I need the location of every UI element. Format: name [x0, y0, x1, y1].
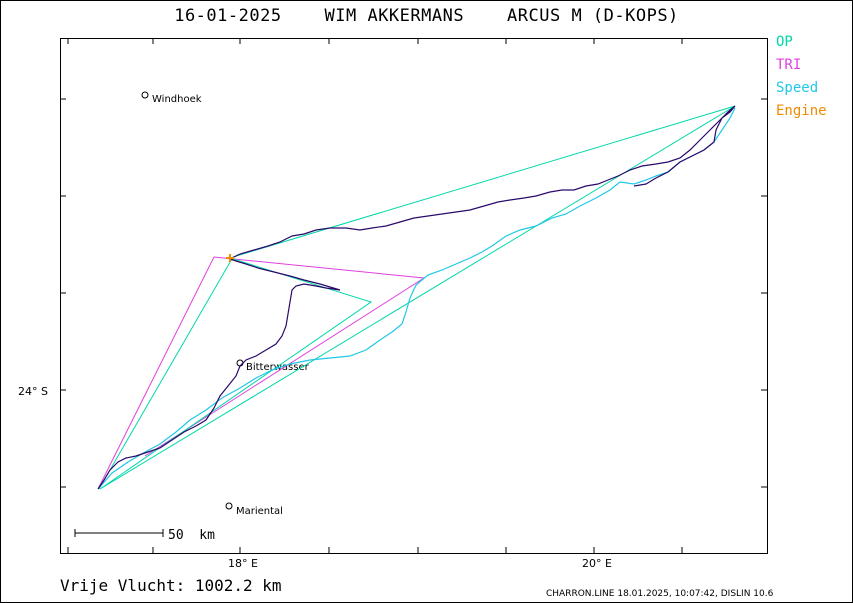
right-ticks [761, 98, 767, 488]
lat-label: 24° S [18, 385, 48, 398]
map-title: 16-01-2025 WIM AKKERMANS ARCUS M (D-KOPS… [0, 6, 853, 26]
legend-speed: Speed [776, 80, 819, 96]
place-label-mariental: Mariental [236, 506, 283, 517]
speed-track [99, 107, 736, 488]
plot-frame [60, 38, 768, 554]
pilot-name: WIM AKKERMANS [324, 6, 465, 26]
scale-bar [74, 529, 164, 537]
op-route [98, 105, 736, 490]
legend-op: OP [776, 34, 793, 50]
place-marker-windhoek [141, 91, 149, 99]
legend-engine: Engine [776, 103, 827, 119]
legend-tri: TRI [776, 57, 802, 73]
place-label-windhoek: Windhoek [152, 94, 202, 105]
place-marker-bitterwasser [236, 359, 244, 367]
lon-label-20: 20° E [582, 557, 612, 570]
engine-marker [226, 254, 234, 262]
place-marker-mariental [225, 502, 233, 510]
left-ticks [60, 98, 66, 488]
credit-label: CHARRON.LINE 18.01.2025, 10:07:42, DISLI… [546, 589, 774, 599]
flight-date: 16-01-2025 [174, 6, 282, 26]
glider-name: ARCUS M (D-KOPS) [507, 6, 679, 26]
scale-bar-label: 50 km [168, 528, 215, 543]
lon-label-18: 18° E [228, 557, 258, 570]
top-ticks [67, 38, 683, 44]
tri-route [97, 256, 426, 490]
flight-track [97, 105, 736, 490]
distance-label: Vrije Vlucht: 1002.2 km [60, 576, 282, 595]
bottom-ticks [67, 547, 683, 553]
